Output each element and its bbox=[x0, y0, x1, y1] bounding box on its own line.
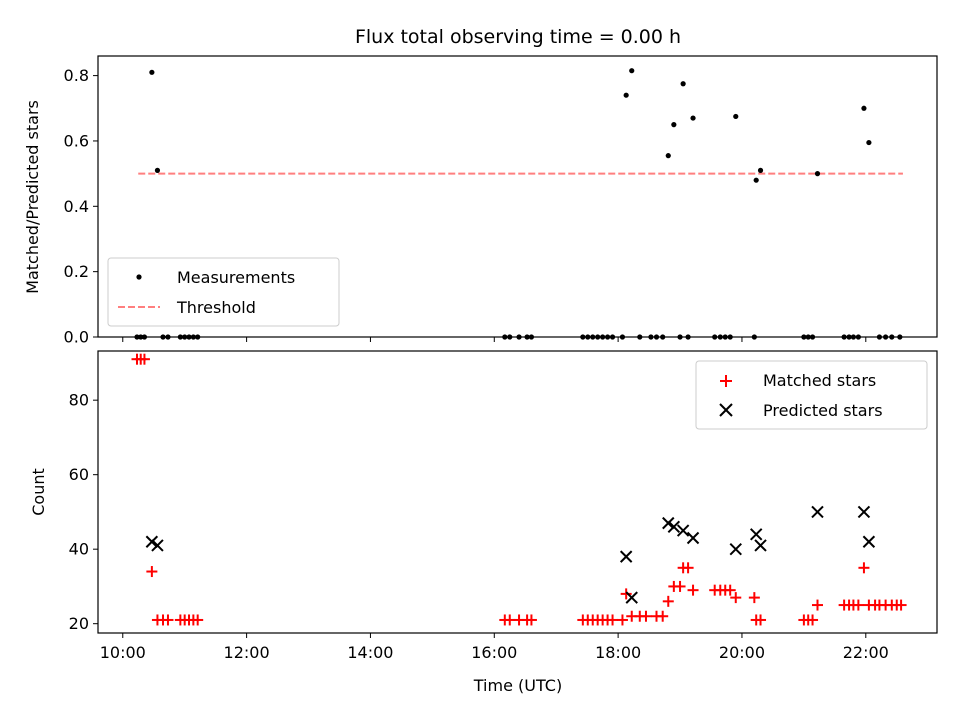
top-y-axis: 0.0 0.2 0.4 0.6 0.8 bbox=[64, 66, 98, 347]
matched-star-point bbox=[755, 614, 767, 626]
matched-star-point bbox=[657, 610, 669, 622]
bottom-x-axis: 10:00 12:00 14:00 16:00 18:00 20:00 22:00 bbox=[100, 633, 889, 662]
bottom-legend-box bbox=[695, 360, 928, 430]
bottom-x-tick-label: 14:00 bbox=[347, 643, 393, 662]
bottom-x-tick-label: 18:00 bbox=[595, 643, 641, 662]
matched-star-point bbox=[146, 566, 158, 578]
top-y-tick-label: 0.0 bbox=[64, 328, 89, 347]
matched-star-point bbox=[895, 599, 907, 611]
matched-star-point bbox=[682, 562, 694, 574]
bottom-x-tick-label: 20:00 bbox=[719, 643, 765, 662]
measurement-point bbox=[861, 105, 867, 111]
measurement-point bbox=[814, 171, 821, 177]
matched-star-point bbox=[687, 584, 699, 596]
x-axis-label: Time (UTC) bbox=[473, 676, 562, 695]
top-y-tick-label: 0.6 bbox=[64, 131, 89, 150]
top-legend: Measurements Threshold bbox=[107, 257, 340, 327]
matched-star-point bbox=[807, 614, 819, 626]
matched-star-point bbox=[607, 614, 619, 626]
predicted-star-point bbox=[686, 531, 700, 545]
predicted-star-point bbox=[857, 505, 871, 519]
matched-star-point bbox=[162, 614, 174, 626]
measurement-point bbox=[623, 92, 629, 98]
predicted-star-point bbox=[749, 528, 763, 541]
bottom-y-tick-label: 40 bbox=[69, 540, 89, 559]
matched-star-point bbox=[674, 580, 686, 592]
measurement-point bbox=[671, 122, 677, 128]
predicted-star-point bbox=[811, 505, 824, 519]
predicted-star-point bbox=[754, 539, 767, 552]
legend-marker-measurements bbox=[136, 274, 142, 280]
measurement-point bbox=[154, 167, 161, 173]
chart-title: Flux total observing time = 0.00 h bbox=[355, 26, 681, 48]
measurement-point bbox=[149, 69, 155, 75]
legend-marker-matched bbox=[720, 375, 732, 387]
bottom-x-tick-label: 16:00 bbox=[471, 643, 517, 662]
predicted-star-point bbox=[676, 524, 690, 537]
measurement-point bbox=[757, 167, 764, 173]
predicted-star-point bbox=[625, 591, 638, 604]
bottom-y-axis: 20 40 60 80 bbox=[69, 391, 98, 633]
matched-star-point bbox=[858, 562, 870, 574]
top-y-tick-label: 0.8 bbox=[64, 66, 89, 85]
predicted-star-point bbox=[862, 535, 876, 548]
matched-star-point bbox=[138, 353, 150, 365]
predicted-star-point bbox=[619, 550, 633, 563]
predicted-star-point bbox=[145, 535, 159, 548]
top-axes-frame bbox=[97, 55, 938, 338]
bottom-x-tick-label: 12:00 bbox=[224, 643, 270, 662]
top-panel: 0.00.20.40.60.8 Matched/Predicted stars … bbox=[23, 55, 938, 347]
legend-marker-predicted bbox=[719, 403, 733, 417]
bottom-x-tick-label: 22:00 bbox=[843, 643, 889, 662]
matched-star-point bbox=[192, 614, 204, 626]
top-y-axis-label: Matched/Predicted stars bbox=[23, 100, 42, 294]
measurement-point bbox=[680, 81, 686, 87]
top-x-axis-ticks bbox=[122, 337, 867, 342]
matched-star-point bbox=[730, 592, 742, 604]
bottom-y-tick-label: 60 bbox=[69, 465, 89, 484]
top-y-tick-label: 0.4 bbox=[64, 197, 89, 216]
matched-star-point bbox=[504, 614, 516, 626]
matched-star-point bbox=[662, 595, 674, 607]
bottom-legend: Matched stars Predicted stars bbox=[695, 360, 928, 430]
matched-star-point bbox=[852, 599, 864, 611]
bottom-panel: 20 40 60 80 10:00 12:00 14:00 16:00 18:00 20:00 2… bbox=[29, 350, 938, 695]
bottom-axes-frame bbox=[97, 350, 938, 634]
bottom-x-tick-label: 10:00 bbox=[100, 643, 146, 662]
matched-star-point bbox=[525, 614, 537, 626]
bottom-y-tick-label: 80 bbox=[69, 391, 89, 410]
measurement-point bbox=[866, 139, 872, 146]
matched-star-point bbox=[724, 584, 736, 596]
bottom-plot-area bbox=[131, 353, 907, 626]
predicted-star-point bbox=[151, 539, 164, 552]
measurement-point bbox=[665, 153, 671, 159]
legend-label-measurements: Measurements bbox=[177, 268, 295, 287]
top-y-tick-label: 0.2 bbox=[64, 262, 89, 281]
predicted-star-point bbox=[667, 520, 681, 534]
legend-label-predicted: Predicted stars bbox=[763, 401, 883, 420]
legend-label-threshold: Threshold bbox=[176, 298, 256, 317]
legend-label-matched: Matched stars bbox=[763, 371, 876, 390]
matched-star-point bbox=[640, 610, 652, 622]
matched-star-point bbox=[811, 599, 823, 611]
matched-star-point bbox=[620, 588, 632, 600]
measurement-point bbox=[753, 177, 759, 183]
matched-star-point bbox=[748, 592, 760, 604]
measurement-point bbox=[629, 68, 635, 74]
measurement-point bbox=[733, 113, 739, 120]
bottom-y-axis-label: Count bbox=[29, 468, 48, 516]
measurement-point bbox=[690, 115, 696, 121]
matched-star-point bbox=[616, 614, 628, 626]
bottom-y-tick-label: 20 bbox=[69, 614, 89, 633]
predicted-star-point bbox=[662, 516, 675, 530]
top-legend-box bbox=[107, 257, 340, 327]
predicted-star-point bbox=[729, 542, 742, 556]
